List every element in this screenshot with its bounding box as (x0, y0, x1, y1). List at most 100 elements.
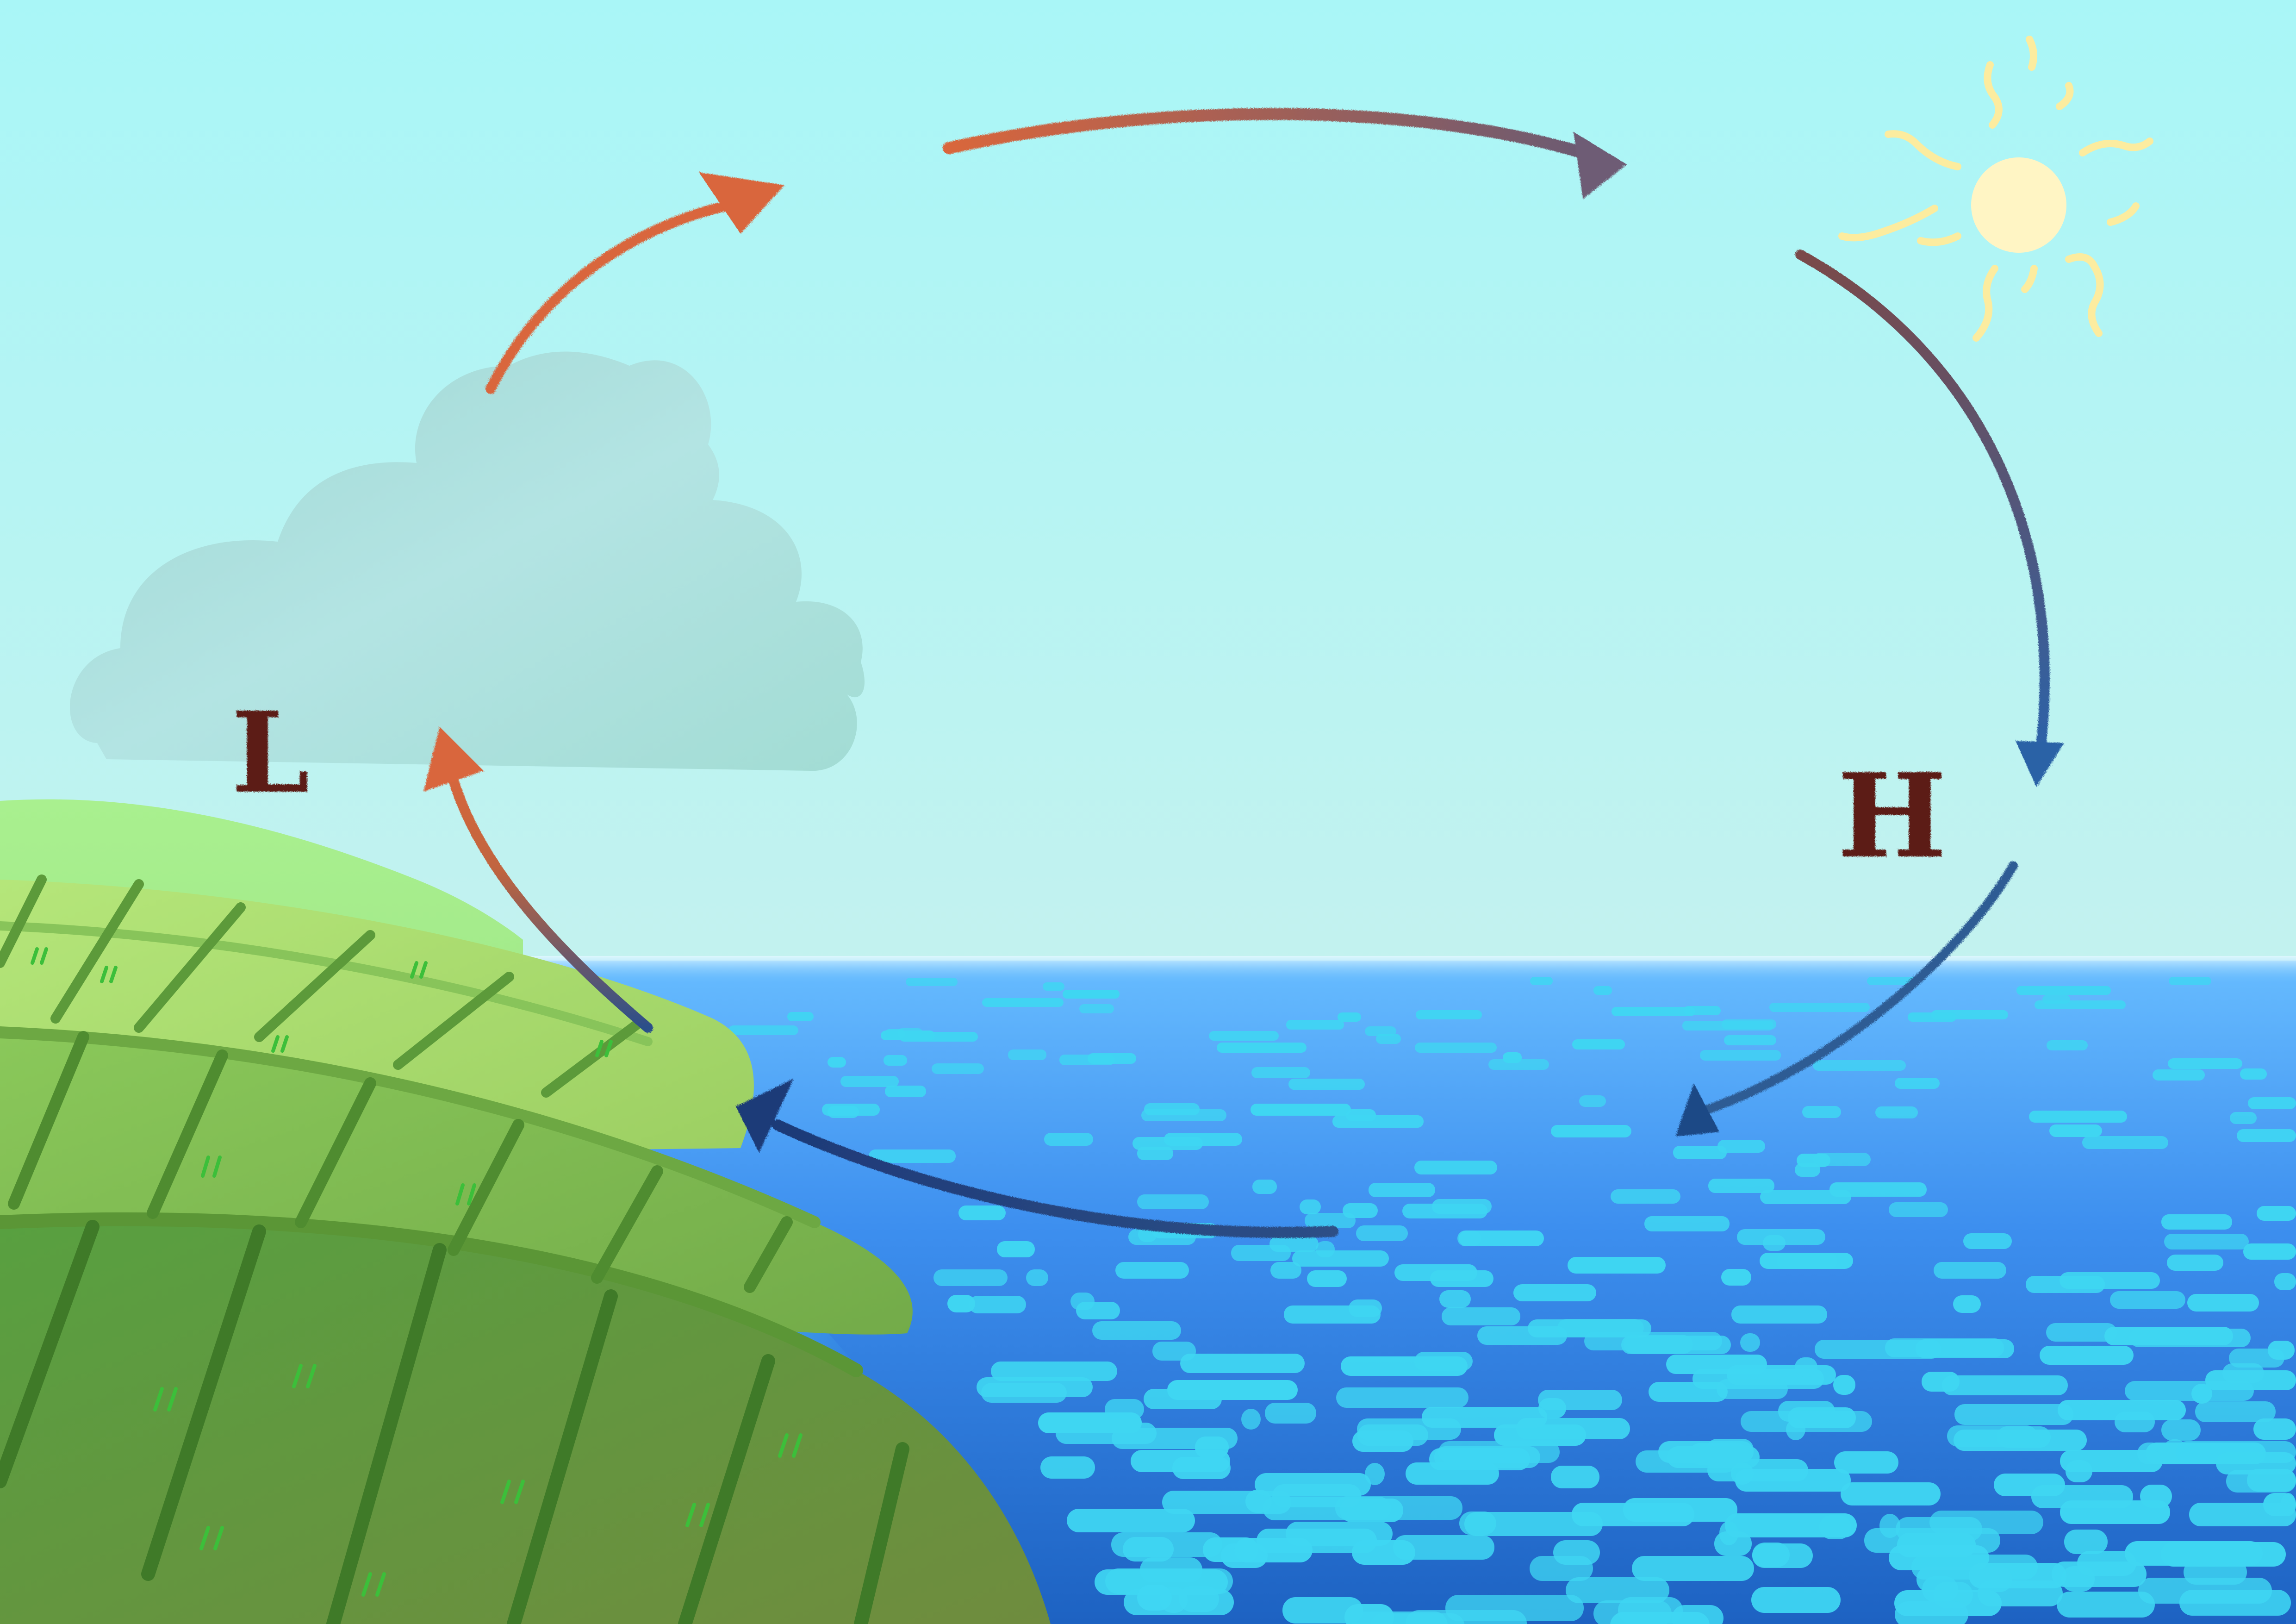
sea-ripple (1997, 1426, 2051, 1448)
sea-ripple (2060, 1272, 2160, 1289)
sea-ripple (1834, 1451, 1898, 1474)
sea-ripple (1721, 1269, 1751, 1286)
sea-ripple (1088, 1053, 1136, 1064)
sea-ripple (1623, 1498, 1737, 1522)
sea-ripple (2029, 1111, 2127, 1123)
sea-ripple (1167, 1380, 1298, 1400)
sea-ripple (2066, 1460, 2092, 1482)
sea-ripple (1144, 1103, 1200, 1115)
sea-ripple (1332, 1115, 1424, 1128)
sea-ripple (1105, 1568, 1233, 1594)
sea-ripple (1953, 1295, 1981, 1313)
sea-ripple (728, 1025, 798, 1035)
sea-ripple (2230, 1112, 2257, 1124)
sea-ripple (1568, 1257, 1666, 1274)
sea-ripple (1895, 1601, 1968, 1624)
sea-ripple (2205, 1370, 2296, 1390)
sea-ripple (2257, 1206, 2296, 1221)
sea-ripple (787, 1012, 814, 1021)
sea-ripple (2040, 1346, 2134, 1365)
sea-ripple (1494, 1424, 1586, 1446)
sea-ripple (1708, 1179, 1774, 1193)
sea-ripple (1551, 1466, 1599, 1488)
sea-ripple (1700, 1050, 1781, 1061)
sea-ripple (1307, 1270, 1347, 1287)
sea-ripple (2049, 1124, 2102, 1137)
sea-ripple (1123, 1537, 1174, 1562)
sea-ripple (1963, 1233, 2012, 1249)
sea-ripple (1251, 1067, 1310, 1078)
sea-ripple (884, 1055, 907, 1066)
sea-ripple (885, 1086, 926, 1097)
sea-ripple (969, 1296, 1026, 1313)
sea-ripple (1566, 1577, 1669, 1603)
sea-ripple (1464, 1512, 1603, 1536)
sea-ripple (1551, 1125, 1631, 1137)
sea-ripple (1394, 1264, 1477, 1281)
sea-ripple (1802, 1106, 1841, 1118)
sea-ripple (1530, 1556, 1593, 1581)
sea-ripple (1338, 1012, 1361, 1022)
sea-ripple (1336, 1387, 1468, 1408)
sea-ripple (947, 1295, 975, 1312)
arrow-returning (1675, 861, 2018, 1137)
sea-ripple (2268, 1341, 2295, 1360)
sea-ripple (1477, 1326, 1567, 1345)
sea-ripple (2125, 1541, 2263, 1566)
sea-ripple (2187, 1294, 2259, 1312)
high-pressure-label: H (1837, 748, 1948, 884)
sea-ripple (2169, 977, 2211, 985)
sea-ripple (1070, 1293, 1095, 1310)
sea-ripple (1666, 1355, 1767, 1374)
sea-ripple (1611, 1189, 1680, 1204)
sea-ripple (1538, 1390, 1622, 1410)
sea-ripple (1352, 1430, 1413, 1452)
arrow-sea-breeze (736, 1079, 1338, 1238)
sea-ripple (1612, 1007, 1695, 1016)
sea-ripple (1137, 1147, 1173, 1160)
sea-ripple (932, 1063, 984, 1074)
sea-ripple (2110, 1291, 2185, 1309)
sea-ripple (1043, 982, 1064, 991)
sea-ripple (1593, 986, 1612, 995)
sea-ripple (1231, 1245, 1291, 1261)
sea-ripple (1092, 1321, 1181, 1340)
sea-ripple (1813, 1060, 1906, 1071)
sea-ripple (1682, 1021, 1773, 1031)
sea-ripple (2047, 1040, 2088, 1050)
sea-ripple (2240, 1068, 2267, 1080)
sea-ripple (2253, 1418, 2296, 1440)
sea-ripple (1488, 1059, 1549, 1070)
sea-ripple (2153, 1069, 2205, 1081)
sea-ripple (1867, 977, 1919, 985)
sea-ripple (1579, 1095, 1606, 1107)
sea-ripple (982, 998, 1064, 1007)
sea-ripple (1778, 1401, 1835, 1422)
sea-ripple (2167, 1255, 2223, 1271)
sea-ripple (1908, 1012, 1956, 1022)
sea-ripple (1369, 1183, 1435, 1197)
sea-ripple (2161, 1419, 2201, 1441)
sea-ripple (1270, 1262, 1301, 1279)
sea-ripple (2248, 1097, 2296, 1109)
sea-ripple (2064, 1530, 2108, 1554)
sea-ripple (1618, 1597, 1683, 1624)
sea-ripple (1658, 1441, 1754, 1463)
sea-ripple (1414, 1161, 1497, 1174)
sea-ripple (1393, 1535, 1494, 1560)
sea-ripple (1137, 1585, 1172, 1611)
sea-ripple (1365, 1026, 1396, 1036)
sea-ripple (1731, 1305, 1827, 1324)
sea-ripple (1137, 1194, 1209, 1209)
sea-ripple (1885, 1338, 2004, 1357)
sea-ripple (1439, 1290, 1471, 1308)
sea-ripple (2164, 1234, 2249, 1249)
sun-icon (1838, 36, 2153, 342)
sea-ripple (1725, 1513, 1857, 1537)
sea-ripple (2216, 1452, 2296, 1474)
sea-ripple (1406, 1610, 1527, 1624)
sea-ripple (1344, 1604, 1394, 1624)
sea-ripple (869, 1149, 956, 1163)
sea-ripple (1305, 1213, 1356, 1228)
sea-ripple (2016, 986, 2111, 995)
